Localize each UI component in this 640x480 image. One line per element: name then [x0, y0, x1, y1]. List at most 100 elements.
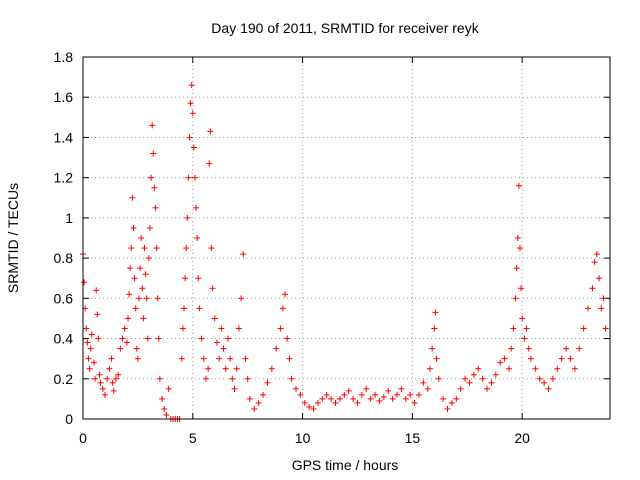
- data-point: [209, 285, 216, 292]
- data-point: [153, 245, 160, 252]
- data-point: [188, 82, 195, 89]
- data-point: [527, 355, 534, 362]
- data-point: [110, 387, 117, 394]
- data-point: [457, 385, 464, 392]
- data-point: [301, 399, 308, 406]
- x-tick-label: 0: [79, 430, 87, 446]
- data-point: [87, 345, 94, 352]
- data-point: [165, 385, 172, 392]
- x-tick-label: 10: [295, 430, 311, 446]
- data-point: [220, 345, 227, 352]
- data-point: [135, 295, 142, 302]
- data-point: [187, 100, 194, 107]
- data-point: [233, 365, 240, 372]
- data-point: [435, 375, 442, 382]
- data-point: [523, 325, 530, 332]
- data-point: [104, 375, 111, 382]
- data-point: [127, 265, 134, 272]
- data-point: [279, 305, 286, 312]
- data-point: [161, 405, 168, 412]
- data-point: [282, 291, 289, 298]
- data-point: [229, 375, 236, 382]
- data-point: [363, 385, 370, 392]
- data-point: [453, 395, 460, 402]
- y-axis-ticks: 0 0.2 0.4 0.6 0.8 1 1.2 1.4 1.6 1.8: [54, 49, 610, 427]
- data-point: [99, 385, 106, 392]
- data-point: [139, 285, 146, 292]
- data-point: [433, 355, 440, 362]
- data-point: [85, 355, 92, 362]
- data-point: [183, 245, 190, 252]
- data-point: [238, 295, 245, 302]
- data-point: [208, 245, 215, 252]
- data-point: [88, 331, 95, 338]
- data-points: [80, 82, 609, 422]
- grid-lines: [83, 57, 610, 419]
- data-point: [440, 395, 447, 402]
- data-point: [260, 391, 267, 398]
- data-point: [497, 359, 504, 366]
- data-point: [567, 355, 574, 362]
- data-point: [536, 375, 543, 382]
- data-point: [525, 345, 532, 352]
- data-point: [532, 365, 539, 372]
- data-point: [240, 251, 247, 258]
- data-point: [86, 365, 93, 372]
- data-point: [143, 295, 150, 302]
- data-point: [372, 391, 379, 398]
- data-point: [133, 345, 140, 352]
- data-point: [354, 399, 361, 406]
- data-point: [138, 235, 145, 241]
- data-point: [319, 395, 326, 402]
- data-point: [470, 371, 477, 378]
- data-point: [97, 379, 104, 386]
- data-point: [286, 355, 293, 362]
- data-point: [131, 275, 138, 282]
- data-point: [273, 345, 280, 352]
- data-point: [591, 259, 598, 266]
- data-point: [242, 355, 249, 362]
- data-point: [380, 393, 387, 400]
- data-point: [596, 275, 603, 282]
- data-point: [181, 305, 188, 312]
- data-point: [163, 411, 170, 418]
- data-point: [155, 335, 162, 342]
- data-point: [515, 182, 522, 189]
- data-point: [297, 391, 304, 398]
- data-point: [518, 285, 525, 292]
- data-point: [130, 224, 137, 231]
- data-point: [96, 371, 103, 378]
- data-point: [154, 295, 161, 302]
- data-point: [123, 339, 130, 346]
- data-point: [420, 379, 427, 386]
- data-point: [284, 335, 291, 342]
- data-point: [186, 134, 193, 141]
- data-point: [448, 399, 455, 406]
- data-point: [332, 399, 339, 406]
- data-point: [224, 335, 231, 342]
- data-point: [558, 355, 565, 362]
- y-tick-label: 1.4: [54, 129, 74, 145]
- data-point: [235, 325, 242, 332]
- data-point: [141, 245, 148, 252]
- data-point: [431, 325, 438, 332]
- data-point: [146, 224, 153, 231]
- data-point: [508, 345, 515, 352]
- y-tick-label: 1: [65, 210, 73, 226]
- data-point: [580, 325, 587, 332]
- data-point: [466, 379, 473, 386]
- data-point: [407, 391, 414, 398]
- data-point: [134, 355, 141, 362]
- data-point: [424, 385, 431, 392]
- data-point: [514, 235, 521, 241]
- data-point: [541, 379, 548, 386]
- data-point: [222, 365, 229, 372]
- data-point: [218, 325, 225, 332]
- data-point: [112, 375, 119, 382]
- y-tick-label: 1.8: [54, 49, 74, 65]
- x-axis-label: GPS time / hours: [292, 457, 399, 473]
- data-point: [125, 315, 132, 322]
- data-point: [367, 395, 374, 402]
- data-point: [196, 305, 203, 312]
- data-point: [505, 365, 512, 372]
